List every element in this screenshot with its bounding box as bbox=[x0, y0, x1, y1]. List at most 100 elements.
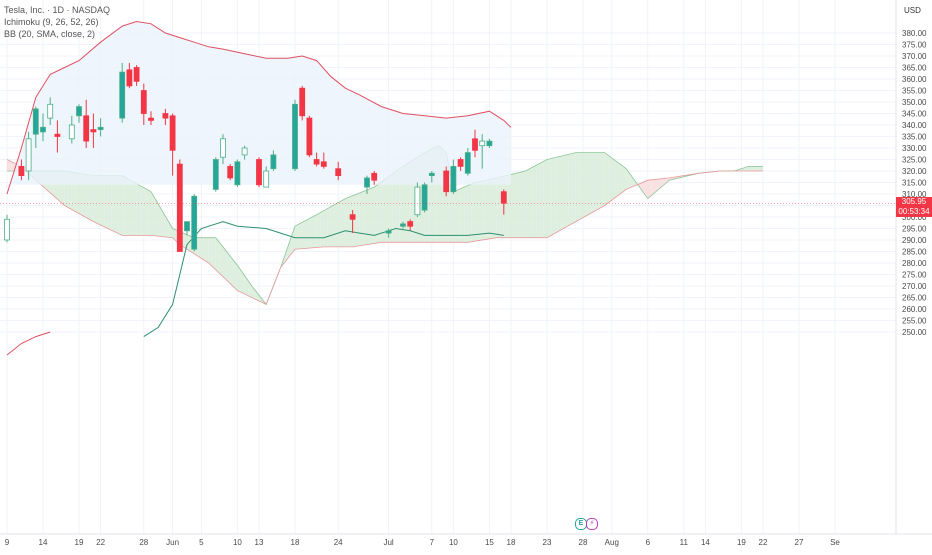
candle-body bbox=[264, 171, 269, 187]
candle[interactable] bbox=[177, 160, 182, 252]
bollinger-lower-line bbox=[7, 332, 50, 355]
candle-body bbox=[451, 166, 456, 191]
cloud-segment bbox=[489, 179, 493, 239]
time-tick-label: 9 bbox=[5, 538, 10, 547]
cloud-segment bbox=[479, 181, 483, 241]
cloud-segment bbox=[615, 161, 619, 198]
cloud-segment bbox=[623, 166, 627, 192]
candle[interactable] bbox=[213, 157, 218, 192]
candle[interactable] bbox=[257, 157, 262, 187]
cloud-segment bbox=[468, 184, 472, 242]
cloud-segment bbox=[518, 172, 522, 238]
candle-body bbox=[185, 222, 190, 231]
candle-body bbox=[422, 185, 427, 210]
cloud-segment bbox=[605, 153, 609, 206]
current-price-badge: 305.95 00:53:34 bbox=[896, 197, 932, 217]
price-tick-label: 290.00 bbox=[902, 236, 927, 245]
cloud-segment bbox=[306, 219, 310, 249]
cloud-segment bbox=[309, 217, 313, 248]
cloud-segment bbox=[345, 197, 349, 247]
candle[interactable] bbox=[422, 183, 427, 213]
candle[interactable] bbox=[5, 215, 10, 243]
cloud-segment bbox=[475, 182, 479, 241]
candle-body bbox=[177, 164, 182, 251]
cloud-segment bbox=[533, 165, 537, 237]
time-tick-label: 13 bbox=[255, 538, 264, 547]
candle-body bbox=[307, 118, 312, 155]
candle[interactable] bbox=[192, 194, 197, 252]
cloud-segment bbox=[342, 199, 346, 247]
candle-body bbox=[77, 107, 82, 116]
cloud-segment bbox=[536, 163, 540, 237]
price-tick-label: 260.00 bbox=[902, 305, 927, 314]
candle-body bbox=[314, 160, 319, 165]
indicator-bollinger[interactable]: BB (20, SMA, close, 2) bbox=[4, 28, 110, 40]
cloud-segment bbox=[457, 189, 461, 243]
cloud-segment bbox=[216, 238, 220, 274]
price-tick-label: 370.00 bbox=[902, 52, 927, 61]
time-tick-label: 22 bbox=[759, 538, 768, 547]
cloud-segment bbox=[752, 166, 756, 171]
cloud-segment bbox=[547, 159, 551, 238]
candle[interactable] bbox=[293, 100, 298, 171]
indicator-ichimoku[interactable]: Ichimoku (9, 26, 52, 26) bbox=[4, 16, 110, 28]
candle[interactable] bbox=[300, 86, 305, 121]
price-tick-label: 330.00 bbox=[902, 144, 927, 153]
candle[interactable] bbox=[228, 164, 233, 180]
cloud-segment bbox=[597, 153, 601, 210]
candle-body bbox=[458, 160, 463, 167]
cloud-segment bbox=[201, 238, 205, 261]
candle-body bbox=[300, 88, 305, 116]
cloud-segment bbox=[205, 238, 209, 263]
cloud-segment bbox=[572, 153, 576, 224]
time-tick-label: 28 bbox=[139, 538, 148, 547]
candle-body bbox=[321, 162, 326, 167]
cloud-segment bbox=[612, 158, 616, 200]
cloud-segment bbox=[569, 153, 573, 225]
candle-body bbox=[228, 166, 233, 178]
price-tick-label: 360.00 bbox=[902, 75, 927, 84]
price-tick-label: 270.00 bbox=[902, 282, 927, 291]
candle[interactable] bbox=[235, 160, 240, 188]
cloud-segment bbox=[162, 210, 166, 237]
cloud-segment bbox=[356, 193, 360, 246]
cloud-segment bbox=[212, 238, 216, 270]
candle-body bbox=[98, 127, 103, 129]
candle-body bbox=[69, 125, 74, 139]
candle-body bbox=[192, 196, 197, 249]
candle-body bbox=[350, 215, 355, 220]
time-tick-label: 11 bbox=[680, 538, 689, 547]
candle[interactable] bbox=[120, 63, 125, 123]
split-event-icon[interactable]: ⚡ bbox=[586, 518, 598, 530]
candle[interactable] bbox=[415, 183, 420, 218]
cloud-segment bbox=[522, 171, 526, 238]
candle-body bbox=[163, 114, 168, 119]
candle-body bbox=[235, 162, 240, 185]
cloud-segment bbox=[486, 179, 490, 239]
candle[interactable] bbox=[185, 222, 190, 236]
cloud-segment bbox=[363, 190, 367, 245]
candle[interactable] bbox=[444, 166, 449, 196]
cloud-segment bbox=[529, 167, 533, 238]
cloud-segment bbox=[299, 222, 303, 249]
cloud-segment bbox=[511, 174, 515, 238]
cloud-segment bbox=[209, 238, 213, 267]
cloud-segment bbox=[590, 153, 594, 214]
cloud-segment bbox=[464, 186, 468, 243]
candle-body bbox=[141, 91, 146, 114]
price-tick-label: 380.00 bbox=[902, 29, 927, 38]
chart-title: Tesla, Inc. · 1D · NASDAQ bbox=[4, 4, 110, 16]
time-tick-label: Jun bbox=[166, 538, 179, 547]
cloud-segment bbox=[126, 178, 130, 236]
time-tick-label: 24 bbox=[334, 538, 343, 547]
cloud-segment bbox=[227, 252, 231, 284]
cloud-segment bbox=[147, 190, 151, 236]
cloud-segment bbox=[140, 186, 144, 236]
candle-body bbox=[149, 118, 154, 120]
price-tick-label: 285.00 bbox=[902, 248, 927, 257]
candle[interactable] bbox=[307, 116, 312, 157]
cloud-segment bbox=[144, 188, 148, 236]
candle-body bbox=[48, 104, 53, 118]
